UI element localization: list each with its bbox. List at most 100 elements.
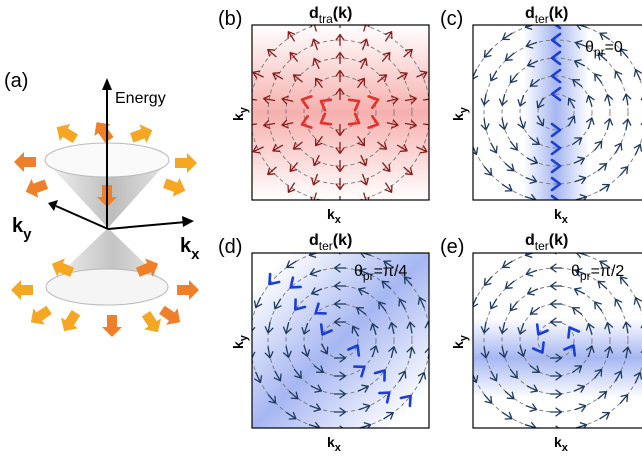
panel-d-arrow-1-0 [369,345,379,358]
orange-arrow-17 [51,258,75,277]
panel-d-arrow-1-9 [369,322,379,335]
panel-e-ylabel: k [450,341,466,349]
panel-d-arrow-2-12 [378,301,387,312]
panel-b-arrow-2-13 [386,95,399,105]
svg-text:ky: ky [230,106,250,121]
panel-d-xlabel-sub: x [335,442,342,454]
panel-b-arrow-3-17 [404,95,417,104]
panel-b-arrow-3-16 [396,72,408,80]
panel-d-arrow-3-13 [333,263,347,273]
panel-b-arrow-2-8 [292,74,303,83]
panel-d-arrow-3-16 [398,298,407,310]
panel-e-arrow-2-9 [526,287,539,296]
panel-d-spin-1-6 [314,302,327,315]
orange-arrow-15 [141,311,161,333]
panel-c-spin-0-4 [550,86,562,102]
panel-e-arrow-2-12 [594,301,603,312]
panel-d-arrow-3-1 [398,370,407,382]
panel-b-arrow-4-0 [422,120,429,130]
panel-b-arrow-4-18 [384,31,393,42]
panel-d-spin-1-1 [353,365,366,378]
panel-e-arrow-2-1 [594,368,603,379]
panel-e-arrow-2-5 [509,368,518,379]
orange-arrow-4 [14,152,36,172]
panel-e-arrow-3-3 [574,403,587,412]
panel-b-spin-0-2 [319,112,333,126]
panel-c-circle-4 [483,39,629,185]
panel-b-ylabel: k [230,113,246,121]
panel-c-arrow-0-5 [567,97,576,109]
panel-c-arrow-3-11 [504,52,515,62]
panel-c-arrow-1-5 [517,94,527,107]
panel-c-ylabel: k [450,113,466,121]
panel-e-arrow-4-3 [599,411,610,420]
panel-c-title: dter(k) [525,5,568,26]
panel-e-arrow-3-0 [622,346,632,359]
panel-e-arrow-3-11 [504,280,515,290]
panel-e-arrow-1-3 [529,365,540,374]
panel-d-arrow-4-9 [253,371,263,384]
panel-c-arrow-3-15 [597,52,608,62]
kx-label-sub: x [191,246,200,263]
panel-c-arrow-2-11 [573,59,586,68]
panel-b-arrow-4-3 [384,182,393,193]
panel-c-arrow-4-3 [599,183,610,192]
panel-e-arrow-2-6 [498,346,508,359]
panel-c-arrow-1-3 [529,137,540,146]
panel-e-arrow-4-12 [473,296,479,308]
panel-c-spin-4-5 [550,194,560,200]
panel-d-ylabel-sub: y [238,334,250,341]
panel-b-letter: (b) [218,8,242,30]
panel-b-xlabel-sub: x [335,214,342,226]
panel-c-arrow-4-9 [473,145,479,156]
panel-d-arrow-0-2 [320,343,329,355]
svg-text:kx: kx [554,434,569,454]
panel-e-xlabel: k [554,434,562,450]
panel-d-theta: θ [354,263,363,280]
panel-c-arrow-4-8 [483,166,493,176]
panel-d-arrow-1-2 [333,371,347,381]
panel-c-circles [473,25,642,200]
panel-b-arrow-1-8 [357,77,366,88]
panel-c-arrow-2-9 [526,59,539,68]
panel-b-arrow-2-2 [359,155,368,167]
panel-d-spin-2-8 [294,298,307,311]
panel-b-arrow-3-13 [335,33,345,47]
panel-b-arrow-4-13 [267,48,277,58]
panel-d-arrow-2-7 [282,321,292,334]
panel-b-arrow-3-2 [382,162,391,173]
panel-c-arrow-4-1 [633,143,642,156]
panel-e-title-sub: ter [535,239,549,253]
panel-b-arrow-1-7 [335,69,345,83]
panel-c-arrow-3-1 [614,142,623,154]
orange-arrow-16 [135,258,159,277]
panel-b-highlight [252,25,429,200]
panel-b-arrow-3-3 [360,173,369,186]
panel-d-frame [251,252,430,429]
panel-c-arrow-3-0 [622,118,632,131]
orange-arrow-13 [61,310,81,332]
panel-e-arrow-4-7 [502,411,513,420]
panel-c-arrow-2-13 [604,93,614,106]
svg-text:θpr=π/2: θpr=π/2 [571,263,624,283]
panel-d-arrow-3-15 [381,280,392,290]
panel-e-arrow-1-7 [549,299,563,309]
panel-b-arrow-2-5 [292,141,303,150]
panel-b-frame [251,24,430,201]
panel-d-arrow-4-4 [359,422,372,428]
panel-c-spin-0-1 [550,122,562,138]
panel-c-arrow-2-1 [594,140,603,151]
panel-e-arrow-4-13 [483,276,493,286]
panel-d-arrows [252,253,429,428]
panel-d-arrow-1-3 [313,365,324,374]
panel-c-arrow-4-13 [483,48,493,58]
panel-e-arrows [473,253,642,428]
panel-e: (e) dter(k) θpr=π/2 kx ky [440,232,642,454]
orange-arrow-6 [25,178,48,198]
panel-b-arrow-3-7 [272,144,284,152]
panel-e-title: dter(k) [525,232,568,253]
panel-b-arrow-3-4 [335,177,345,191]
panel-e-arrow-3-9 [480,321,490,334]
panel-b-spin-0-3 [319,98,333,112]
panel-b-arrow-2-1 [377,141,388,150]
